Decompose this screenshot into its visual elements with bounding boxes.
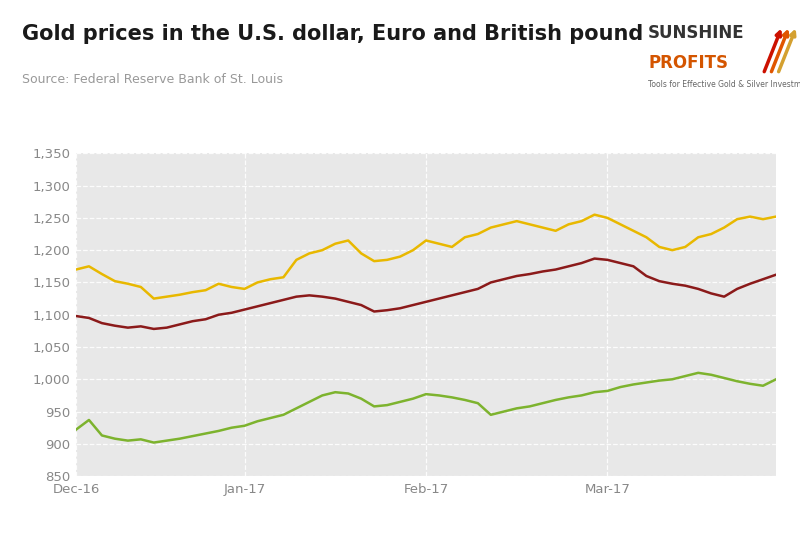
Text: Gold prices in the U.S. dollar, Euro and British pound: Gold prices in the U.S. dollar, Euro and…	[22, 24, 644, 44]
Text: Source: Federal Reserve Bank of St. Louis: Source: Federal Reserve Bank of St. Loui…	[22, 73, 283, 86]
Text: Tools for Effective Gold & Silver Investments: Tools for Effective Gold & Silver Invest…	[648, 80, 800, 89]
Text: SUNSHINE: SUNSHINE	[648, 24, 745, 42]
Text: PROFITS: PROFITS	[648, 54, 728, 72]
